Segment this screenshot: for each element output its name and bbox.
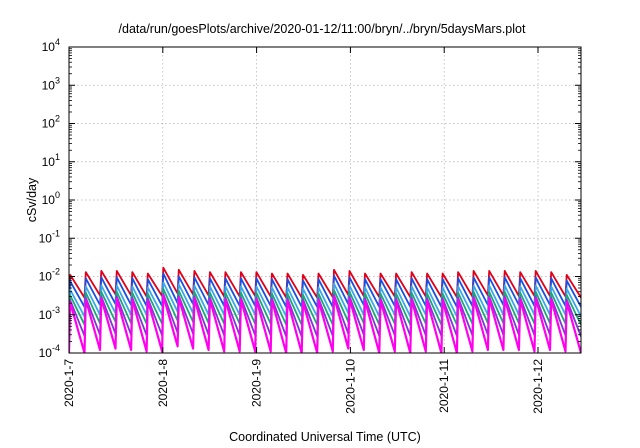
- y-tick-label: 100: [42, 190, 60, 207]
- x-tick-label: 2020-1-10: [343, 359, 357, 414]
- y-tick-label: 10-2: [39, 267, 60, 284]
- x-axis-ticks: 2020-1-7 2020-1-8 2020-1-9 2020-1-10 2020-1-…: [62, 47, 545, 414]
- x-tick-label: 2020-1-8: [156, 359, 170, 407]
- series-line-5: [69, 293, 581, 338]
- series-line-2: [69, 272, 581, 308]
- y-tick-label: 10-1: [39, 228, 60, 245]
- series-line-1: [69, 266, 581, 299]
- chart-title: /data/run/goesPlots/archive/2020-01-12/1…: [119, 22, 526, 36]
- y-tick-label: 102: [42, 114, 60, 131]
- y-axis-label: cSv/day: [25, 177, 39, 222]
- y-tick-label: 104: [42, 37, 60, 54]
- series-line-3: [69, 281, 581, 318]
- y-axis-ticks: 10-4 10-3 10-2 10-1 100 101 102 103 104: [39, 37, 581, 360]
- y-tick-label: 10-4: [39, 343, 60, 360]
- y-tick-label: 101: [42, 152, 60, 169]
- series-layer: [69, 266, 581, 353]
- x-tick-label: 2020-1-9: [250, 359, 264, 407]
- x-tick-label: 2020-1-11: [437, 359, 451, 413]
- x-tick-label: 2020-1-12: [531, 359, 545, 414]
- x-axis-label: Coordinated Universal Time (UTC): [229, 430, 421, 444]
- x-tick-label: 2020-1-7: [62, 359, 76, 407]
- series-line-6: [69, 294, 581, 353]
- series-line-4: [69, 287, 581, 326]
- y-tick-label: 10-3: [39, 305, 60, 322]
- y-tick-label: 103: [42, 75, 60, 92]
